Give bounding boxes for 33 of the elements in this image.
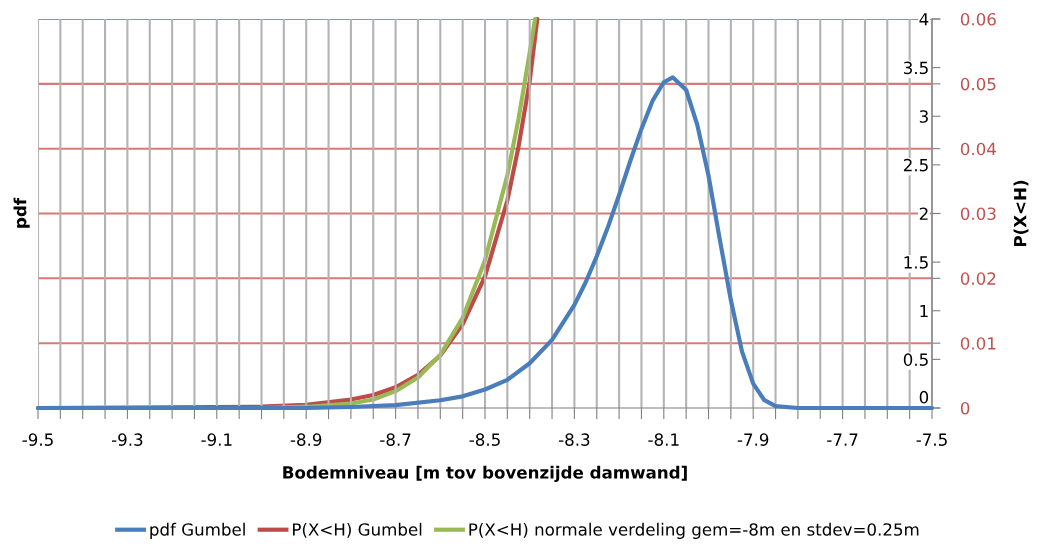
y2-tick-label: 0.05: [960, 77, 996, 91]
x-tick-label: -7.5: [916, 433, 947, 446]
legend-label: P(X<H) normale verdeling gem=-8m en stdev=0.25m: [469, 522, 919, 539]
y-tick-label: 1: [920, 304, 928, 318]
y-tick-label: 2.5: [903, 158, 928, 172]
y2-axis-title: P(X<H): [1013, 180, 1029, 247]
y-axis-title: pdf: [13, 197, 30, 228]
y-tick-label: 4: [919, 13, 929, 26]
y-tick-label: 2: [919, 207, 928, 220]
y2-tick-label: 0.04: [960, 142, 996, 156]
y-tick-label: 3.5: [903, 61, 928, 75]
x-tick-label: -9.5: [22, 433, 53, 446]
x-tick-label: -8.5: [469, 433, 500, 446]
x-tick-label: -8.1: [648, 433, 679, 446]
x-tick-label: -8.7: [380, 433, 411, 446]
x-axis-title: Bodemniveau [m tov bovenzijde damwand]: [283, 465, 687, 483]
legend-label: pdf Gumbel: [150, 522, 245, 539]
y2-tick-label: 0.02: [960, 272, 996, 285]
y2-tick-label: 0.01: [960, 337, 996, 350]
x-tick-label: -9.3: [111, 433, 143, 446]
x-tick-label: -7.9: [737, 433, 769, 446]
y-tick-label: 0.5: [903, 353, 928, 366]
y2-tick-label: 0: [960, 401, 970, 415]
y2-tick-label: 0.06: [960, 12, 996, 26]
y-tick-label: 0: [919, 390, 929, 404]
x-tick-label: -8.9: [290, 433, 322, 446]
x-tick-label: -7.7: [827, 433, 858, 446]
x-tick-label: -8.3: [558, 433, 590, 446]
x-tick-label: -9.1: [201, 433, 232, 446]
y-tick-label: 1.5: [904, 256, 928, 269]
legend-label: P(X<H) Gumbel: [293, 522, 422, 538]
y2-tick-label: 0.03: [960, 207, 996, 221]
y-tick-label: 3: [919, 110, 928, 123]
